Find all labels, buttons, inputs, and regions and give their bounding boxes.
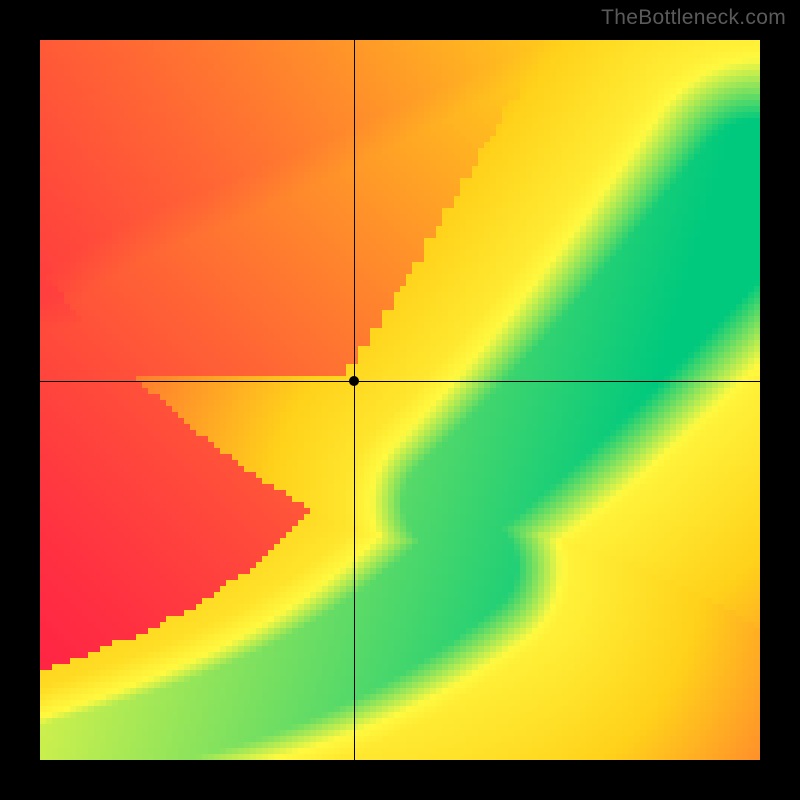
figure-frame: TheBottleneck.com (0, 0, 800, 800)
plot-area (40, 40, 760, 760)
heatmap-canvas (40, 40, 760, 760)
crosshair-vertical (354, 40, 355, 760)
crosshair-horizontal (40, 381, 760, 382)
crosshair-point (349, 376, 359, 386)
watermark-text: TheBottleneck.com (601, 6, 786, 30)
